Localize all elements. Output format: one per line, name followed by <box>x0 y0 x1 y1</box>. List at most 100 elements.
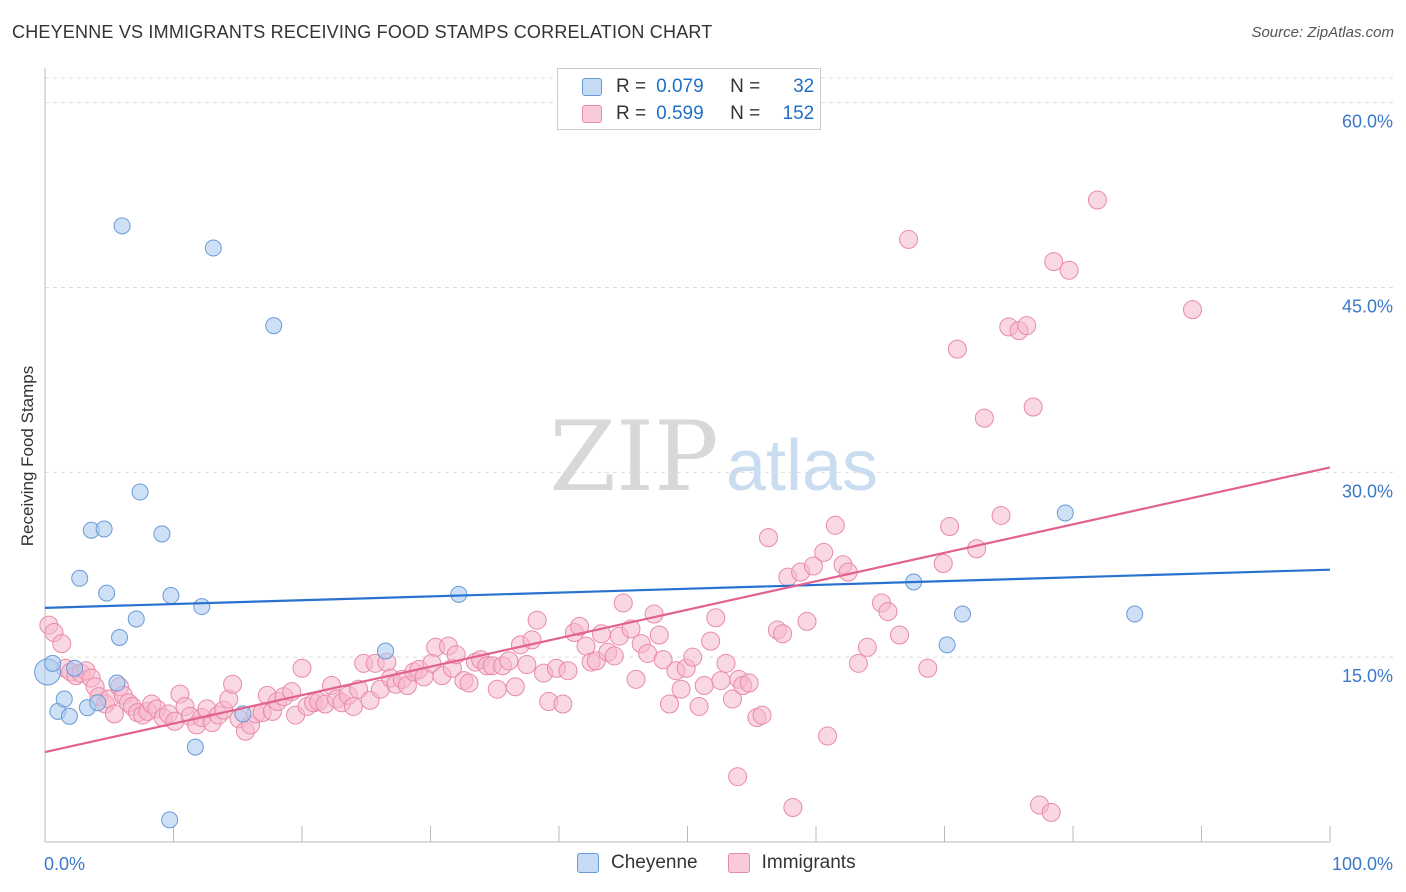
cheyenne-point <box>1056 504 1074 522</box>
cheyenne-point <box>108 674 126 692</box>
r-value: 0.079 <box>656 76 704 97</box>
legend-item-immigrants[interactable]: Immigrants <box>727 852 856 874</box>
legend-label: Immigrants <box>761 852 856 873</box>
watermark-zip: ZIP <box>549 401 718 513</box>
immigrants-point <box>1017 316 1037 336</box>
immigrants-point <box>613 593 633 613</box>
x-tick-label: 100.0% <box>1332 854 1393 874</box>
axes <box>44 68 1331 843</box>
chart-title: CHEYENNE VS IMMIGRANTS RECEIVING FOOD ST… <box>12 22 713 42</box>
immigrants-point <box>899 229 919 249</box>
immigrants-point <box>1041 802 1061 822</box>
r-label: R = <box>616 76 647 97</box>
immigrants-point <box>967 539 987 559</box>
immigrants-point <box>783 797 803 817</box>
cheyenne-swatch <box>582 78 602 96</box>
immigrants-point <box>773 624 793 644</box>
immigrants-point <box>499 651 519 671</box>
immigrants-point <box>558 661 578 681</box>
immigrants-point <box>814 542 834 562</box>
legend-row-cheyenne: R = 0.079 N = 32 <box>582 75 814 99</box>
immigrants-point <box>626 669 646 689</box>
y-tick-label: 15.0% <box>1342 666 1393 686</box>
immigrants-point <box>728 767 748 787</box>
immigrants-point <box>104 704 124 724</box>
series-legend: Cheyenne Immigrants <box>577 852 886 874</box>
immigrants-point <box>553 694 573 714</box>
cheyenne-point <box>938 636 956 654</box>
watermark: ZIP atlas <box>549 401 878 513</box>
immigrants-point <box>52 634 72 654</box>
immigrants-trend-line <box>44 466 1331 754</box>
cheyenne-point <box>265 317 283 335</box>
legend-row-immigrants: R = 0.599 N = 152 <box>582 102 814 126</box>
cheyenne-point <box>98 584 116 602</box>
immigrants-point <box>797 611 817 631</box>
cheyenne-point <box>95 520 113 538</box>
immigrants-point <box>570 616 590 636</box>
immigrants-point <box>487 679 507 699</box>
cheyenne-trend-line <box>44 568 1331 609</box>
cheyenne-point <box>186 738 204 756</box>
correlation-legend: R = 0.079 N = 32 R = 0.599 N = 152 <box>557 68 821 130</box>
cheyenne-swatch <box>577 853 599 873</box>
immigrants-point <box>716 653 736 673</box>
immigrants-point <box>739 673 759 693</box>
immigrants-point <box>825 515 845 535</box>
immigrants-points <box>39 190 1203 822</box>
immigrants-point <box>694 676 714 696</box>
x-tick-label: 0.0% <box>44 854 85 874</box>
n-label: N = <box>730 76 761 97</box>
immigrants-point <box>933 554 953 574</box>
immigrants-point <box>1059 260 1079 280</box>
r-value: 0.599 <box>656 103 704 124</box>
tick-labels: 15.0% 30.0% 45.0% 60.0% 0.0% 100.0% <box>44 112 1393 874</box>
cheyenne-point <box>153 525 171 543</box>
cheyenne-point <box>60 707 78 725</box>
y-tick-label: 45.0% <box>1342 296 1393 316</box>
grid-lines <box>45 77 1395 658</box>
cheyenne-point <box>44 654 62 672</box>
n-value: 152 <box>782 103 815 124</box>
immigrants-point <box>223 674 243 694</box>
source-credit: Source: ZipAtlas.com <box>1251 24 1394 41</box>
immigrants-point <box>722 689 742 709</box>
legend-item-cheyenne[interactable]: Cheyenne <box>577 852 698 874</box>
cheyenne-point <box>89 694 107 712</box>
cheyenne-points <box>34 217 1144 829</box>
y-axis-label: Receiving Food Stamps <box>18 365 37 547</box>
immigrants-point <box>1183 300 1203 320</box>
immigrants-point <box>918 658 938 678</box>
immigrants-point <box>459 673 479 693</box>
y-tick-label: 30.0% <box>1342 481 1393 501</box>
n-value: 32 <box>793 76 815 97</box>
immigrants-point <box>701 631 721 651</box>
immigrants-point <box>653 650 673 670</box>
immigrants-point <box>803 556 823 576</box>
cheyenne-point <box>161 811 179 829</box>
cheyenne-point <box>377 642 395 660</box>
cheyenne-point <box>204 239 222 257</box>
immigrants-point <box>857 637 877 657</box>
immigrants-point <box>649 625 669 645</box>
r-label: R = <box>616 103 647 124</box>
immigrants-point <box>660 694 680 714</box>
y-tick-label: 60.0% <box>1342 112 1393 132</box>
immigrants-swatch <box>582 105 602 123</box>
immigrants-point <box>505 677 525 697</box>
immigrants-point <box>1087 190 1107 210</box>
trend-lines <box>44 466 1331 754</box>
immigrants-point <box>890 625 910 645</box>
immigrants-point <box>292 658 312 678</box>
immigrants-point <box>527 610 547 630</box>
immigrants-point <box>517 655 537 675</box>
immigrants-point <box>644 604 664 624</box>
cheyenne-point <box>111 628 129 646</box>
watermark-atlas: atlas <box>726 426 878 506</box>
legend-label: Cheyenne <box>611 852 698 873</box>
immigrants-point <box>848 653 868 673</box>
immigrants-point <box>940 517 960 537</box>
cheyenne-point <box>113 217 131 235</box>
immigrants-point <box>758 528 778 548</box>
